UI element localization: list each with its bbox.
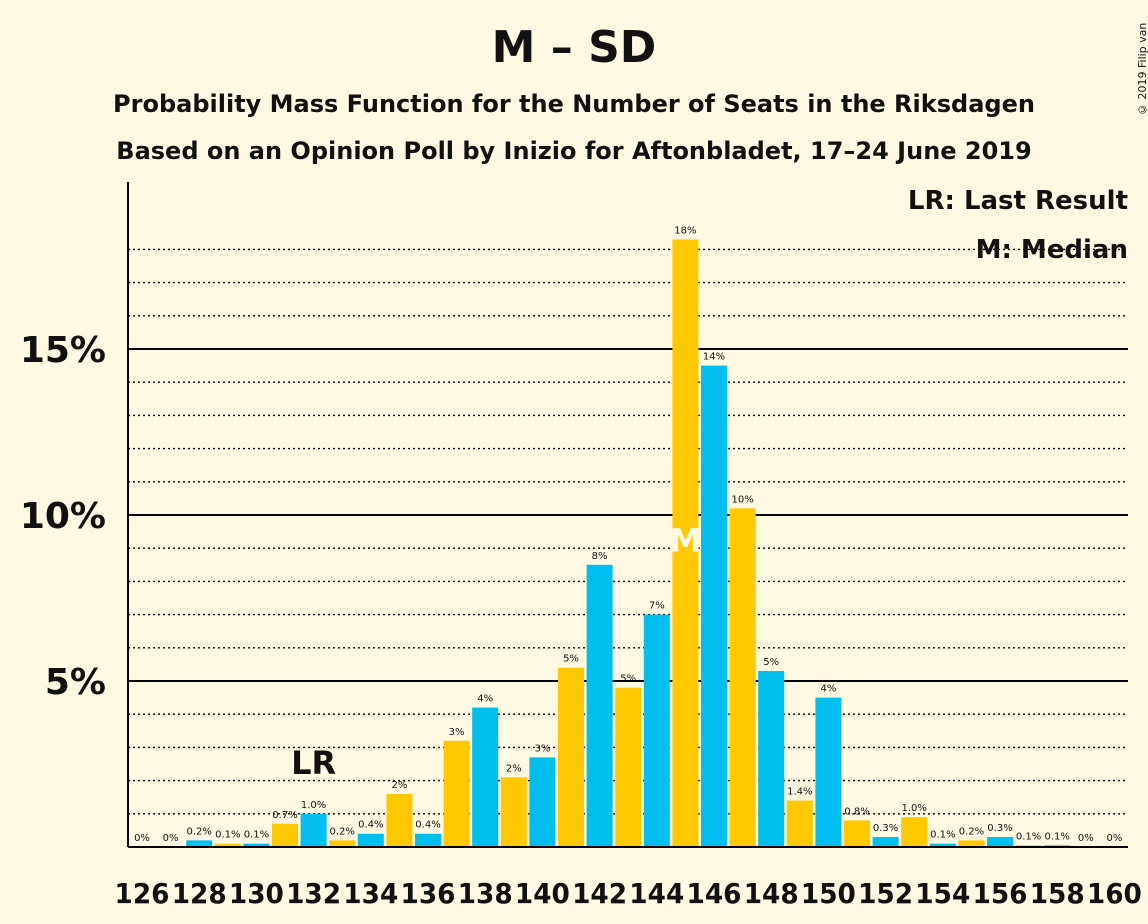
x-tick-label: 136 [401,877,456,910]
x-tick-label: 140 [515,877,570,910]
data-label-149: 1.4% [787,787,812,798]
x-tick-label: 154 [915,877,970,910]
x-tick-label: 152 [858,877,913,910]
data-label-139: 2% [506,763,522,774]
x-tick-label: 158 [1030,877,1085,910]
chart-subtitle-2: Based on an Opinion Poll by Inizio for A… [116,137,1032,165]
data-label-152: 0.3% [873,823,898,834]
data-label-133: 0.2% [329,826,354,837]
x-tick-label: 128 [172,877,227,910]
x-tick-label: 126 [115,877,170,910]
bar-138 [472,707,499,847]
data-label-145: 18% [674,225,696,236]
bar-141 [558,667,584,847]
data-label-142: 8% [592,551,608,562]
y-tick-label: 5% [45,662,106,703]
data-label-158: 0.1% [1044,831,1069,842]
data-label-156: 0.3% [987,823,1012,834]
bar-130 [243,843,270,847]
y-tick-label: 15% [20,330,106,371]
bar-144 [643,614,670,847]
data-label-134: 0.4% [358,820,383,831]
y-tick-label: 10% [20,496,106,537]
data-label-159: 0% [1078,833,1094,844]
bar-133 [329,840,356,847]
data-label-131: 0.7% [272,810,297,821]
bar-132 [300,813,327,847]
bar-129 [214,843,241,847]
bar-150 [815,697,842,847]
x-tick-label: 132 [286,877,341,910]
bar-153 [901,817,928,847]
bar-148 [758,671,785,847]
bar-128 [186,840,213,847]
data-label-137: 3% [449,727,465,738]
data-label-135: 2% [391,780,407,791]
data-label-150: 4% [820,684,836,695]
data-label-143: 5% [620,674,636,685]
bar-143 [615,687,642,847]
data-label-147: 10% [731,494,753,505]
bar-145 [672,239,699,847]
bar-134 [357,833,384,847]
data-label-130: 0.1% [244,830,269,841]
bar-131 [272,823,298,847]
data-label-154: 0.1% [930,830,955,841]
x-tick-label: 150 [801,877,856,910]
x-tick-label: 148 [744,877,799,910]
bar-135 [386,793,413,847]
last-result-marker: LR [291,744,336,782]
x-tick-label: 146 [687,877,742,910]
data-label-146: 14% [703,352,725,363]
data-label-141: 5% [563,654,579,665]
x-tick-label: 130 [229,877,284,910]
bar-151 [844,820,870,847]
bar-146 [701,365,727,847]
data-label-128: 0.2% [186,826,211,837]
x-tick-label: 142 [572,877,627,910]
bar-136 [415,833,441,847]
bar-139 [500,777,527,847]
x-tick-label: 144 [629,877,684,910]
bar-147 [729,508,756,847]
data-label-126: 0% [134,833,150,844]
data-label-127: 0% [163,833,179,844]
data-label-148: 5% [763,657,779,668]
chart-title: M – SD [491,22,657,73]
data-label-138: 4% [477,694,493,705]
x-tick-label: 134 [343,877,398,910]
data-label-151: 0.8% [844,806,869,817]
chart-subtitle-1: Probability Mass Function for the Number… [113,90,1035,118]
data-label-129: 0.1% [215,830,240,841]
data-label-155: 0.2% [959,826,984,837]
legend-median: M: Median [976,235,1128,265]
data-label-160: 0% [1106,833,1122,844]
bar-140 [529,757,556,847]
bar-155 [958,840,985,847]
bar-137 [443,740,470,847]
data-label-132: 1.0% [301,800,326,811]
x-tick-label: 156 [973,877,1028,910]
bar-149 [786,800,813,847]
bar-156 [987,837,1013,847]
x-tick-label: 138 [458,877,513,910]
data-label-136: 0.4% [415,820,440,831]
x-tick-label: 160 [1087,877,1142,910]
median-marker: M [669,522,701,560]
bar-142 [586,564,613,847]
bar-152 [872,837,899,847]
data-label-140: 3% [534,743,550,754]
data-label-144: 7% [649,601,665,612]
legend-last-result: LR: Last Result [908,186,1128,216]
bar-154 [929,843,956,847]
data-label-157: 0.1% [1016,831,1041,842]
data-label-153: 1.0% [901,803,926,814]
